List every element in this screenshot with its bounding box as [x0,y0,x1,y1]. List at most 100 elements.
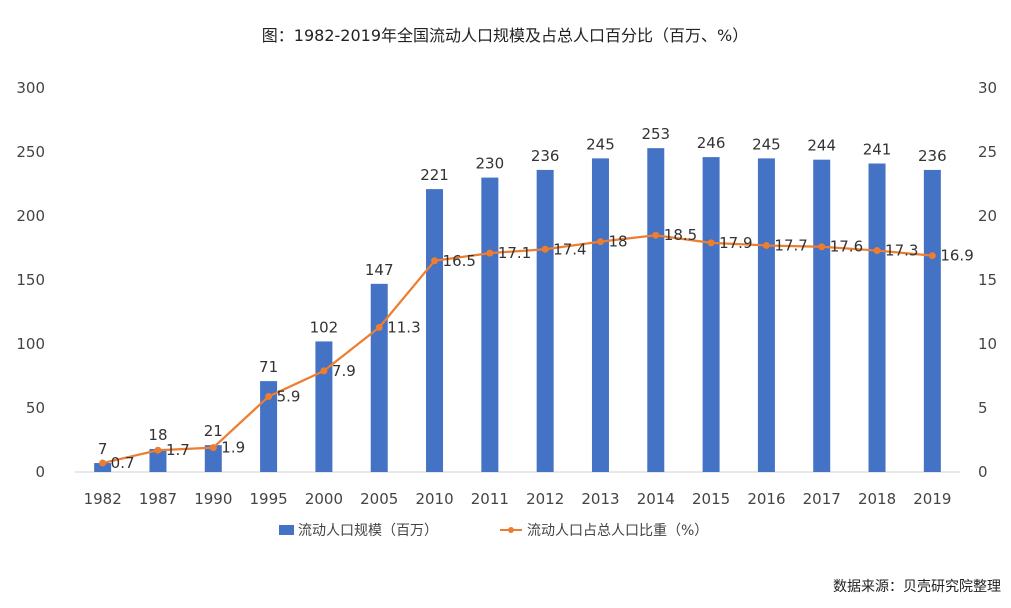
line-point[interactable] [431,257,439,265]
x-axis-tick-label: 1982 [84,490,122,508]
bar[interactable] [868,163,886,472]
bar-value-label: 253 [641,125,670,143]
x-axis-tick-label: 2013 [581,490,619,508]
line-value-label: 0.7 [111,454,135,472]
bar[interactable] [315,341,333,472]
right-axis-ticks: 0 5 10 15 20 25 30 [978,79,997,481]
line-point[interactable] [707,239,715,247]
line-point[interactable] [928,252,936,260]
x-axis-tick-label: 2017 [803,490,841,508]
left-axis-tick-label: 100 [16,335,45,353]
line-value-label: 1.9 [221,439,245,457]
legend: 流动人口规模（百万） 流动人口占总人口比重（%） [279,523,708,539]
line-value-label: 18.5 [664,226,697,244]
bar[interactable] [591,158,609,472]
line-series [99,231,936,467]
line-point[interactable] [486,249,494,257]
line-value-label: 17.4 [553,240,586,258]
legend-label-bars: 流动人口规模（百万） [298,523,438,539]
bar-value-label: 236 [918,147,947,165]
bar-value-label: 102 [310,318,339,336]
x-axis-tick-label: 1990 [194,490,232,508]
bar-value-labels: 7 18 21 71 102 147 221 230 236 245 253 246 245 244 241… [98,125,947,458]
bar[interactable] [149,448,167,472]
legend-swatch-bars [279,525,294,535]
bar-value-label: 71 [259,358,278,376]
line-value-label: 16.9 [940,247,973,265]
bar-value-label: 245 [752,135,781,153]
line-point[interactable] [818,243,826,251]
line-point[interactable] [209,444,217,452]
legend-marker-line [508,527,514,533]
bar-value-label: 21 [204,422,223,440]
x-axis-tick-label: 2014 [637,490,675,508]
bar[interactable] [370,283,388,472]
right-axis-tick-label: 20 [978,207,997,225]
line-value-label: 17.7 [774,236,807,254]
line-point[interactable] [762,241,770,249]
x-axis-tick-label: 2000 [305,490,343,508]
bar[interactable] [426,189,444,472]
left-axis-tick-label: 50 [26,399,45,417]
bar-series [94,148,941,473]
x-axis-tick-label: 2018 [858,490,896,508]
left-axis-tick-label: 250 [16,143,45,161]
legend-label-line: 流动人口占总人口比重（%） [527,523,708,539]
percentage-line [101,234,934,465]
legend-item-line[interactable]: 流动人口占总人口比重（%） [500,523,708,539]
line-point[interactable] [596,238,604,246]
bar[interactable] [204,445,222,472]
line-value-labels: 0.7 1.7 1.9 5.9 7.9 11.3 16.5 17.1 17.4 18 18.5 17.… [111,226,974,472]
bar-value-label: 236 [531,147,560,165]
bar[interactable] [702,157,720,472]
legend-item-bars[interactable]: 流动人口规模（百万） [279,523,438,539]
line-point[interactable] [99,459,107,467]
line-point[interactable] [652,231,660,239]
bar-value-label: 7 [98,440,108,458]
line-value-label: 16.5 [443,252,476,270]
bar[interactable] [260,381,278,472]
bar[interactable] [757,158,775,472]
x-axis-tick-label: 1987 [139,490,177,508]
data-source-note: 数据来源：贝壳研究院整理 [833,578,1001,595]
left-axis-tick-label: 200 [16,207,45,225]
bar[interactable] [813,159,831,472]
line-value-label: 18 [608,233,627,251]
line-value-label: 17.3 [885,242,918,260]
line-point[interactable] [265,392,273,400]
right-axis-tick-label: 25 [978,143,997,161]
line-value-label: 17.6 [830,238,863,256]
bar-value-label: 245 [586,135,615,153]
x-axis-tick-label: 2010 [415,490,453,508]
left-axis-tick-label: 150 [16,271,45,289]
line-value-label: 17.9 [719,234,752,252]
line-value-label: 11.3 [387,318,420,336]
line-point[interactable] [375,323,383,331]
right-axis-tick-label: 15 [978,271,997,289]
chart-title: 图：1982-2019年全国流动人口规模及占总人口百分比（百万、%） [262,26,748,45]
x-axis-tick-label: 2019 [913,490,951,508]
left-axis-ticks: 0 50 100 150 200 250 300 [16,79,45,481]
x-axis-tick-label: 2005 [360,490,398,508]
line-point[interactable] [541,245,549,253]
line-value-label: 5.9 [277,387,301,405]
bar[interactable] [536,169,554,473]
right-axis-tick-label: 5 [978,399,988,417]
line-point[interactable] [154,446,162,454]
x-axis-tick-label: 1995 [250,490,288,508]
bar[interactable] [647,148,665,472]
bar-value-label: 244 [807,137,836,155]
bar[interactable] [923,169,941,473]
line-point[interactable] [873,247,881,255]
x-axis-ticks: 1982 1987 1990 1995 2000 2005 2010 2011 2012 2013… [84,490,952,508]
x-axis-tick-label: 2012 [526,490,564,508]
left-axis-tick-label: 0 [35,463,45,481]
bar-value-label: 221 [420,166,449,184]
line-point[interactable] [320,367,328,375]
bar[interactable] [481,177,499,472]
bar-value-label: 241 [863,141,892,159]
right-axis-tick-label: 0 [978,463,988,481]
line-value-label: 1.7 [166,441,190,459]
bar[interactable] [94,463,112,472]
